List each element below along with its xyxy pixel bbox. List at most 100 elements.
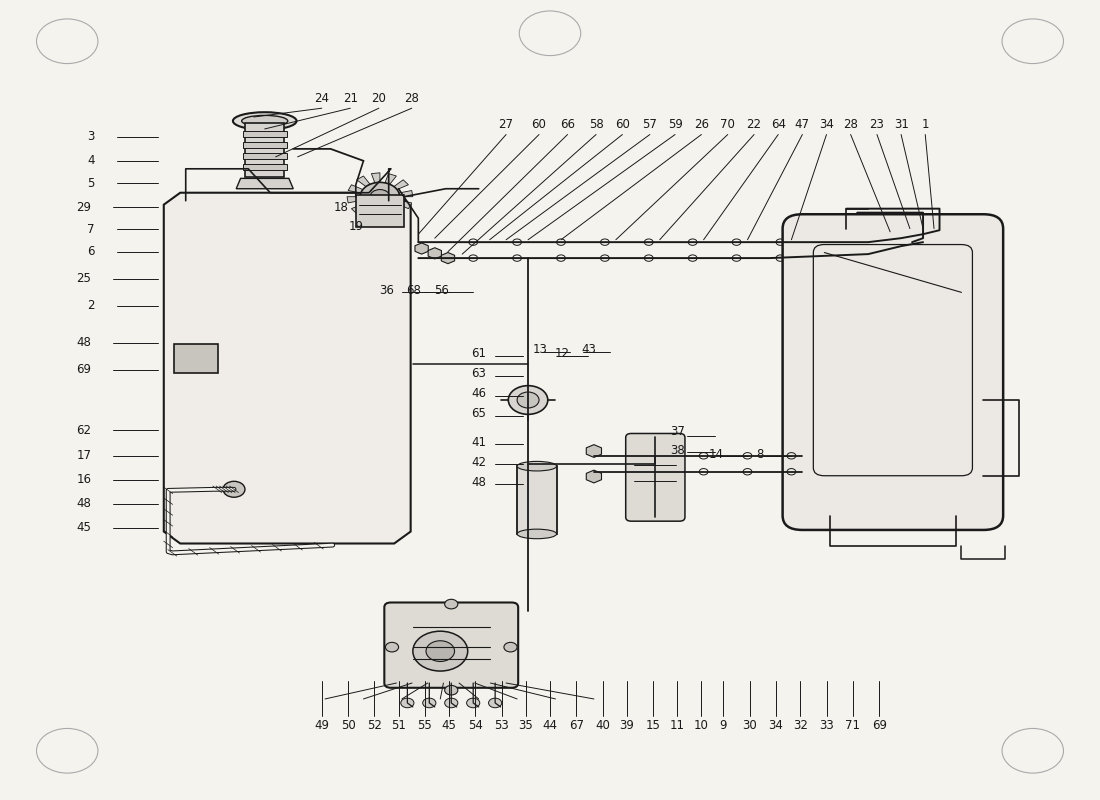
Polygon shape: [164, 193, 410, 543]
Polygon shape: [351, 204, 366, 214]
Text: 16: 16: [76, 474, 91, 486]
Text: 45: 45: [441, 718, 456, 732]
Text: 54: 54: [468, 718, 483, 732]
Text: 21: 21: [343, 92, 358, 105]
Text: 12: 12: [554, 347, 570, 360]
Circle shape: [426, 641, 454, 662]
Text: 65: 65: [472, 407, 486, 420]
Text: 10: 10: [694, 718, 708, 732]
Polygon shape: [441, 253, 454, 264]
Text: 13: 13: [532, 343, 548, 356]
Text: 41: 41: [472, 436, 486, 449]
Text: 2: 2: [87, 299, 95, 313]
Text: 20: 20: [372, 92, 386, 105]
Bar: [174, 344, 218, 373]
Text: 66: 66: [560, 118, 575, 131]
Bar: [243, 142, 287, 148]
Polygon shape: [397, 201, 411, 209]
Text: 8: 8: [757, 448, 764, 461]
Text: 17: 17: [76, 450, 91, 462]
Text: 7: 7: [87, 223, 95, 236]
Text: 37: 37: [670, 426, 685, 438]
Text: 62: 62: [76, 424, 91, 437]
Polygon shape: [363, 209, 375, 220]
Polygon shape: [586, 470, 602, 483]
Text: 43: 43: [581, 343, 596, 356]
Text: 1: 1: [922, 118, 930, 131]
Polygon shape: [372, 173, 379, 183]
Circle shape: [488, 698, 502, 708]
Text: 44: 44: [542, 718, 558, 732]
Text: 63: 63: [472, 367, 486, 380]
Text: 26: 26: [694, 118, 708, 131]
Polygon shape: [389, 207, 404, 218]
Circle shape: [504, 642, 517, 652]
Text: 60: 60: [531, 118, 547, 131]
Text: 57: 57: [642, 118, 658, 131]
Ellipse shape: [517, 529, 557, 538]
Text: 24: 24: [315, 92, 329, 105]
Ellipse shape: [233, 112, 297, 130]
Ellipse shape: [517, 462, 557, 471]
Circle shape: [400, 698, 414, 708]
Circle shape: [508, 386, 548, 414]
Text: 28: 28: [405, 92, 419, 105]
Text: 32: 32: [793, 718, 807, 732]
Text: 35: 35: [518, 718, 534, 732]
Text: 49: 49: [315, 718, 329, 732]
Text: 50: 50: [341, 718, 355, 732]
Text: 23: 23: [869, 118, 884, 131]
Text: 64: 64: [771, 118, 785, 131]
Text: 68: 68: [406, 284, 420, 298]
Circle shape: [422, 698, 436, 708]
Text: 45: 45: [77, 521, 91, 534]
Text: 28: 28: [844, 118, 858, 131]
FancyBboxPatch shape: [626, 434, 685, 521]
Text: 14: 14: [708, 448, 724, 461]
Text: 42: 42: [472, 456, 486, 469]
Ellipse shape: [242, 115, 288, 126]
Text: 58: 58: [588, 118, 604, 131]
Circle shape: [412, 631, 468, 671]
Bar: [517, 466, 557, 534]
Text: 46: 46: [472, 387, 486, 400]
FancyBboxPatch shape: [384, 602, 518, 688]
Text: 51: 51: [392, 718, 406, 732]
Text: 69: 69: [76, 363, 91, 376]
Text: 60: 60: [615, 118, 630, 131]
Text: 47: 47: [795, 118, 810, 131]
Text: 6: 6: [87, 246, 95, 258]
Polygon shape: [356, 176, 370, 186]
Polygon shape: [415, 243, 428, 254]
Circle shape: [444, 686, 458, 695]
Circle shape: [444, 698, 458, 708]
Bar: [243, 164, 287, 170]
Circle shape: [385, 642, 398, 652]
Text: 48: 48: [472, 476, 486, 489]
Text: 34: 34: [769, 718, 783, 732]
Text: 3: 3: [87, 130, 95, 143]
Text: 48: 48: [77, 497, 91, 510]
Circle shape: [223, 482, 245, 498]
Text: 29: 29: [76, 201, 91, 214]
Text: 9: 9: [719, 718, 727, 732]
Polygon shape: [586, 445, 602, 458]
Circle shape: [370, 190, 389, 204]
Polygon shape: [379, 210, 388, 221]
Text: 71: 71: [845, 718, 860, 732]
Bar: [243, 153, 287, 159]
Text: 67: 67: [569, 718, 584, 732]
Circle shape: [517, 392, 539, 408]
Circle shape: [444, 599, 458, 609]
Text: 33: 33: [820, 718, 834, 732]
Text: 11: 11: [670, 718, 685, 732]
Circle shape: [466, 698, 480, 708]
Bar: [243, 130, 287, 137]
Polygon shape: [348, 185, 363, 193]
Text: 61: 61: [472, 347, 486, 360]
Text: 30: 30: [742, 718, 757, 732]
Polygon shape: [399, 190, 412, 197]
Text: 4: 4: [87, 154, 95, 167]
Text: 59: 59: [668, 118, 682, 131]
Polygon shape: [394, 180, 408, 190]
